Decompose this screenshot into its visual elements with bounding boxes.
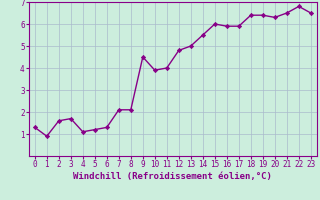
- X-axis label: Windchill (Refroidissement éolien,°C): Windchill (Refroidissement éolien,°C): [73, 172, 272, 181]
